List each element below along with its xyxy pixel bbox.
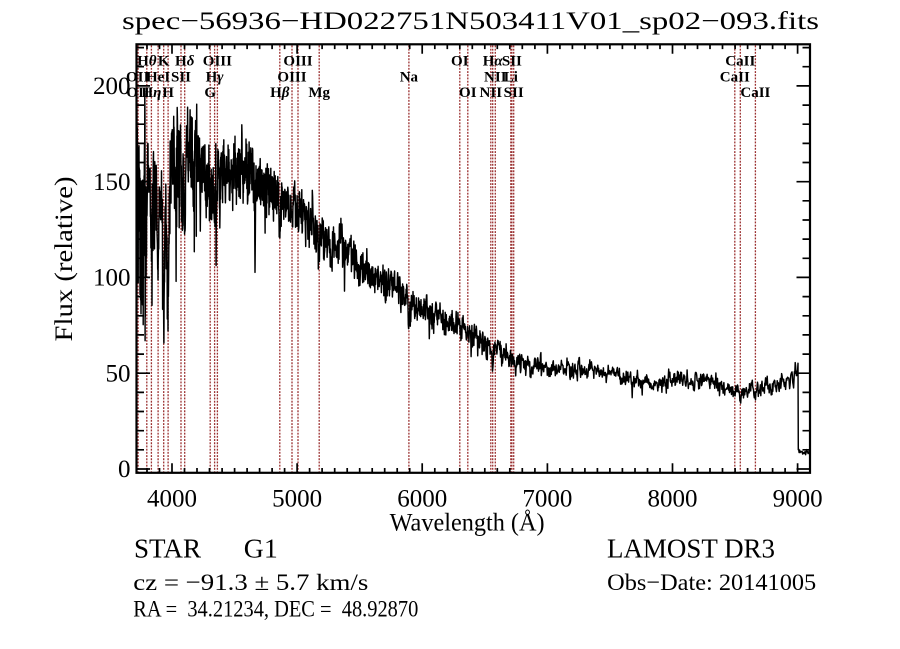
svg-text:Hη: Hη xyxy=(141,85,161,101)
svg-text:SII: SII xyxy=(502,54,522,70)
svg-text:CaII: CaII xyxy=(740,85,770,101)
svg-text:OIII: OIII xyxy=(277,70,306,86)
svg-text:Wavelength (Å): Wavelength (Å) xyxy=(390,510,545,537)
svg-text:G: G xyxy=(204,85,216,101)
svg-text:4000: 4000 xyxy=(147,485,197,512)
svg-text:Hγ: Hγ xyxy=(206,70,225,86)
svg-text:spec−56936−HD022751N503411V01_: spec−56936−HD022751N503411V01_sp02−093.f… xyxy=(122,8,819,35)
svg-text:150: 150 xyxy=(93,169,131,196)
svg-text:NII: NII xyxy=(480,85,503,101)
svg-text:LAMOST DR3: LAMOST DR3 xyxy=(607,533,775,564)
svg-text:RA = 34.21234, DEC = 48.9287: RA = 34.21234, DEC = 48.92870 xyxy=(133,597,418,623)
svg-text:OIII: OIII xyxy=(203,54,232,70)
svg-text:100: 100 xyxy=(93,265,131,292)
svg-text:Obs−Date: 20141005: Obs−Date: 20141005 xyxy=(607,570,816,596)
svg-text:Na: Na xyxy=(400,70,419,86)
svg-text:Hδ: Hδ xyxy=(175,54,195,70)
svg-text:7000: 7000 xyxy=(522,485,572,512)
svg-text:CaII: CaII xyxy=(725,54,755,70)
svg-text:G1: G1 xyxy=(244,533,278,564)
svg-text:HeI: HeI xyxy=(146,70,170,86)
svg-text:Li: Li xyxy=(504,70,518,86)
svg-text:0: 0 xyxy=(118,456,131,483)
svg-text:K: K xyxy=(158,54,170,70)
svg-text:SII: SII xyxy=(171,70,191,86)
svg-text:STAR: STAR xyxy=(134,533,202,564)
svg-text:OII: OII xyxy=(126,70,150,86)
svg-text:Hθ: Hθ xyxy=(137,54,157,70)
svg-text:OIII: OIII xyxy=(283,54,312,70)
svg-text:200: 200 xyxy=(93,73,131,100)
svg-text:Hα: Hα xyxy=(483,54,504,70)
svg-text:H: H xyxy=(162,85,174,101)
svg-text:OI: OI xyxy=(451,54,469,70)
svg-text:Hβ: Hβ xyxy=(270,85,290,101)
svg-text:SII: SII xyxy=(504,85,524,101)
svg-text:Mg: Mg xyxy=(308,85,330,101)
svg-text:5000: 5000 xyxy=(272,485,322,512)
svg-text:CaII: CaII xyxy=(720,70,750,86)
svg-text:OI: OI xyxy=(459,85,477,101)
svg-text:6000: 6000 xyxy=(397,485,447,512)
svg-text:9000: 9000 xyxy=(773,485,823,512)
svg-text:Flux (relative): Flux (relative) xyxy=(51,177,78,342)
svg-text:cz = −91.3 ± 5.7 km/s: cz = −91.3 ± 5.7 km/s xyxy=(133,570,368,596)
svg-text:NII: NII xyxy=(484,70,507,86)
svg-text:8000: 8000 xyxy=(648,485,698,512)
svg-text:OII: OII xyxy=(126,85,150,101)
svg-text:50: 50 xyxy=(106,360,131,387)
